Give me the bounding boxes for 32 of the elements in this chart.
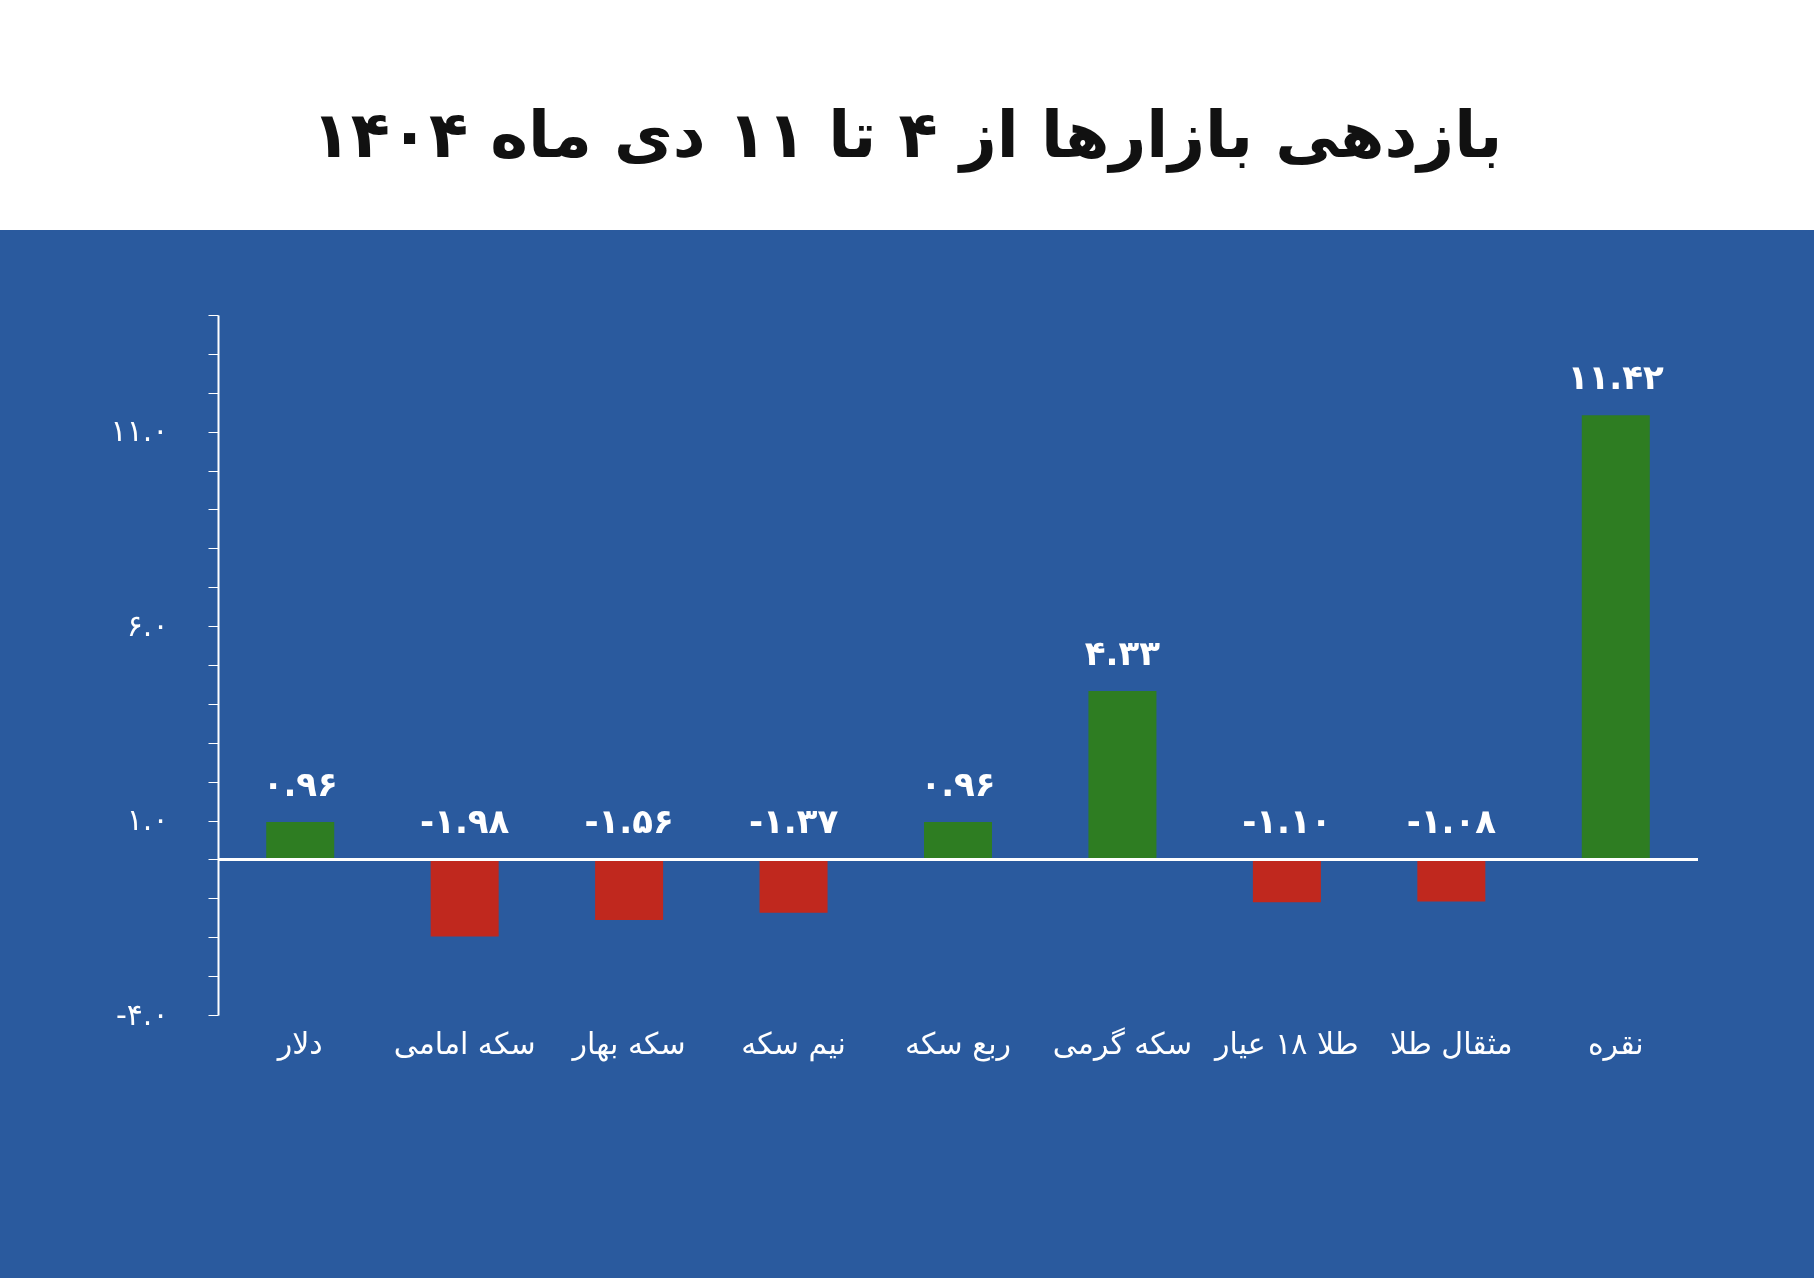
chart-title: بازدهی بازارها از ۴ تا ۱۱ دی ماه ۱۴۰۴: [311, 97, 1503, 172]
bar: [1581, 415, 1650, 860]
x-tick-label: مثقال طلا: [1390, 1025, 1513, 1061]
x-tick-label: سکه امامی: [393, 1025, 536, 1061]
x-tick-label: طلا ۱۸ عیار: [1213, 1025, 1359, 1061]
data-label: ۰.۹۶: [920, 764, 996, 805]
data-label: ۱۱.۴۲: [1567, 357, 1664, 398]
bar: [924, 822, 992, 860]
bar: [759, 859, 828, 913]
data-label: ۴.۳۳: [1084, 633, 1161, 674]
x-tick-label: ربع سکه: [904, 1025, 1012, 1062]
x-tick-label: نیم سکه: [741, 1025, 846, 1062]
data-label: -۱.۰۸: [1406, 801, 1497, 842]
x-tick-label: نقره: [1587, 1025, 1644, 1061]
x-tick-label: سکه گرمی: [1052, 1025, 1193, 1061]
data-label: ۰.۹۶: [262, 764, 338, 805]
bar: [430, 859, 499, 937]
data-label: -۱.۱۰: [1242, 801, 1332, 842]
data-label: -۱.۵۶: [584, 801, 674, 842]
bar: [1088, 691, 1157, 860]
y-tick-label: ۱.۰: [126, 802, 169, 838]
data-label: -۱.۳۷: [748, 801, 839, 842]
x-tick-label: دلار: [275, 1025, 323, 1061]
y-tick-label: -۴.۰: [115, 996, 169, 1032]
x-tick-label: سکه بهار: [570, 1025, 686, 1062]
bar: [1252, 859, 1321, 903]
y-tick-label: ۶.۰: [126, 607, 169, 643]
y-tick-label: ۱۱.۰: [110, 413, 169, 449]
bar: [1417, 859, 1486, 902]
bar: [266, 822, 335, 860]
data-label: -۱.۹۸: [420, 801, 510, 842]
bar: [595, 859, 664, 921]
